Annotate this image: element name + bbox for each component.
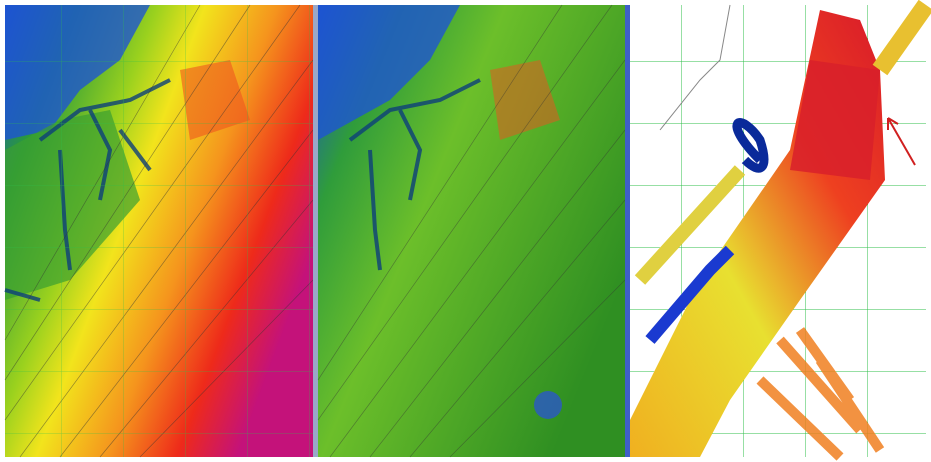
panel-residual <box>318 5 625 457</box>
map-composite <box>0 0 931 462</box>
divider <box>625 5 630 457</box>
page: (() => { const data = JSON.parse(documen… <box>0 0 931 462</box>
divider <box>313 5 318 457</box>
grid <box>5 5 313 457</box>
panel-coverage <box>630 5 926 457</box>
low <box>534 391 562 419</box>
panel-elevation <box>5 5 313 457</box>
